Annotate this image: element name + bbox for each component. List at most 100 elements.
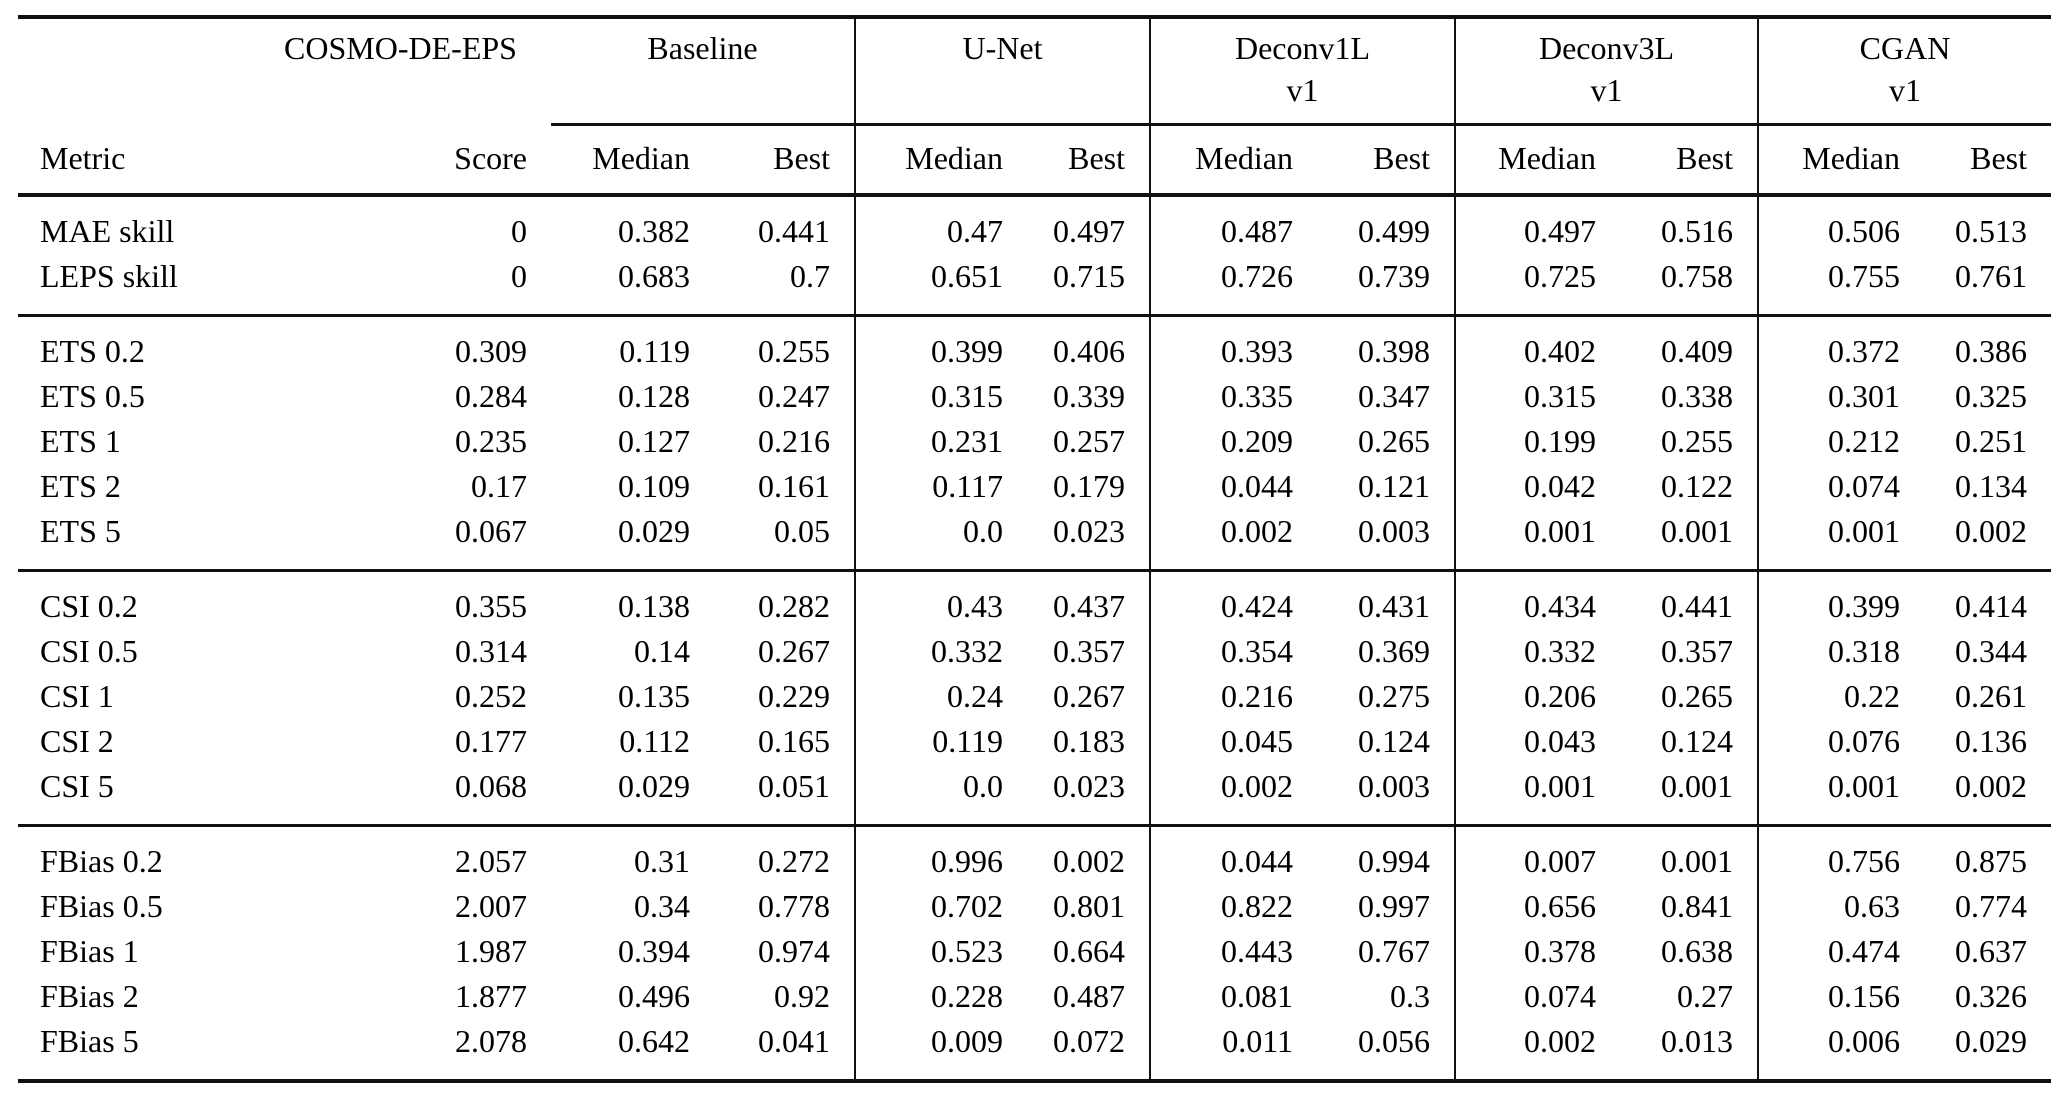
model-value: 0.726 [1149, 254, 1317, 316]
model-value: 0.651 [854, 254, 1027, 316]
model-value: 0.702 [854, 884, 1027, 929]
model-value: 0.338 [1661, 378, 1733, 414]
model-value: 0.801 [1053, 888, 1125, 924]
model-value: 0.441 [1620, 569, 1758, 629]
model-value: 0.24 [854, 674, 1027, 719]
model-value: 0.121 [1358, 468, 1430, 504]
table-row: ETS 5 0.067 0.029 0.05 0.0 0.023 0.002 0.003 0.0… [18, 509, 2051, 571]
model-value: 0.216 [758, 423, 830, 459]
metric-label: LEPS skill [40, 258, 178, 294]
score-value: 0.252 [455, 678, 527, 714]
verification-metrics-table: COSMO-DE-EPS Baseline U-Net Deconv1L v1 Decon… [18, 15, 2052, 1083]
model-value: 0.497 [1053, 213, 1125, 249]
model-value: 0.434 [1454, 569, 1620, 629]
column-header-score: Score [250, 124, 551, 197]
model-value: 0.339 [1053, 378, 1125, 414]
model-value: 0.344 [1955, 633, 2028, 669]
model-value: 0.516 [1661, 213, 1733, 249]
model-value: 0.013 [1661, 1023, 1733, 1059]
model-value: 0.044 [1149, 464, 1317, 509]
column-header-median: Median [1149, 124, 1317, 197]
corner-cell [18, 17, 250, 125]
model-value: 0.001 [1757, 764, 1924, 826]
score-value: 2.057 [250, 824, 551, 884]
model-value: 0.228 [854, 974, 1027, 1019]
metric-label: CSI 0.5 [40, 633, 138, 669]
metric-label: CSI 0.2 [18, 569, 250, 629]
model-value: 0.335 [1149, 374, 1317, 419]
model-value: 0.761 [1955, 258, 2028, 294]
model-value: 0.0 [854, 509, 1027, 571]
model-group-header-row: COSMO-DE-EPS Baseline U-Net Deconv1L v1 Decon… [18, 17, 2052, 126]
model-value: 0.499 [1358, 213, 1430, 249]
model-value: 0.045 [1149, 719, 1317, 764]
model-value: 0.841 [1661, 888, 1733, 924]
score-value: 2.078 [455, 1023, 527, 1059]
model-value: 0.506 [1757, 195, 1924, 254]
model-value: 0.043 [1454, 719, 1620, 764]
model-value: 0.002 [1149, 509, 1317, 571]
model-value: 0.315 [854, 374, 1027, 419]
model-value: 0.431 [1317, 569, 1455, 629]
model-value: 0.372 [1757, 314, 1924, 374]
model-value: 0.487 [1053, 978, 1125, 1014]
score-value: 0.309 [250, 314, 551, 374]
model-value: 0.179 [1053, 468, 1125, 504]
model-value: 0.05 [774, 513, 830, 549]
model-value: 0.029 [618, 513, 690, 549]
model-value: 0.642 [618, 1023, 690, 1059]
model-value: 0.14 [634, 633, 690, 669]
model-value: 0.267 [758, 633, 830, 669]
metric-label: CSI 2 [40, 723, 114, 759]
model-value: 0.119 [854, 719, 1027, 764]
model-value: 0.875 [1924, 824, 2052, 884]
model-value: 0.119 [551, 314, 714, 374]
model-value: 0.34 [634, 888, 690, 924]
model-value: 0.138 [551, 569, 714, 629]
model-value: 0.001 [1757, 509, 1924, 571]
model-value: 0.081 [1149, 974, 1317, 1019]
section-ets: ETS 0.2 0.309 0.119 0.255 0.399 0.406 0.393 0.3… [18, 314, 2052, 571]
model-value: 0.767 [1358, 933, 1430, 969]
score-value: 0.235 [455, 423, 527, 459]
model-value: 0.325 [1955, 378, 2028, 414]
table-row: LEPS skill 0 0.683 0.7 0.651 0.715 0.726 0.739 0… [18, 254, 2051, 316]
model-value: 0.497 [1454, 195, 1620, 254]
model-value: 0.001 [1454, 509, 1620, 571]
column-header-median: Median [1757, 124, 1924, 197]
model-value: 0.042 [1454, 464, 1620, 509]
model-value: 0.117 [854, 464, 1027, 509]
score-value: 0.068 [455, 768, 527, 804]
model-value: 0.212 [1757, 419, 1924, 464]
group-header-deconv1l: Deconv1L v1 [1149, 17, 1455, 126]
group-label: COSMO-DE-EPS [284, 30, 517, 66]
score-value: 1.877 [455, 978, 527, 1014]
model-value: 0.474 [1757, 929, 1924, 974]
model-value: 0.003 [1358, 768, 1430, 804]
table-row: FBias 0.2 2.057 0.31 0.272 0.996 0.002 0.044 0.… [18, 824, 2052, 884]
model-value: 0.267 [1053, 678, 1125, 714]
score-value: 0 [511, 258, 527, 294]
metric-label: ETS 2 [40, 468, 121, 504]
model-value: 0.002 [1149, 764, 1317, 826]
model-value: 0.357 [1053, 633, 1125, 669]
model-value: 0.007 [1454, 824, 1620, 884]
model-value: 0.183 [1053, 723, 1125, 759]
model-value: 0.755 [1757, 254, 1924, 316]
model-value: 0.029 [1955, 1023, 2028, 1059]
model-value: 0.109 [618, 468, 690, 504]
model-value: 0.382 [618, 213, 690, 249]
model-value: 0.31 [551, 824, 714, 884]
metric-label: ETS 0.5 [40, 378, 145, 414]
model-value: 0.275 [1358, 678, 1430, 714]
model-value: 0.124 [1661, 723, 1733, 759]
metric-label: MAE skill [40, 213, 175, 249]
model-value: 0.044 [1149, 824, 1317, 884]
group-label: U-Net [962, 30, 1043, 66]
model-value: 0.739 [1358, 258, 1430, 294]
model-value: 0.715 [1053, 258, 1125, 294]
score-value: 0.177 [455, 723, 527, 759]
model-value: 0.393 [1149, 314, 1317, 374]
table-row: ETS 0.5 0.284 0.128 0.247 0.315 0.339 0.335 0.3… [18, 374, 2051, 419]
model-value: 0.394 [618, 933, 690, 969]
